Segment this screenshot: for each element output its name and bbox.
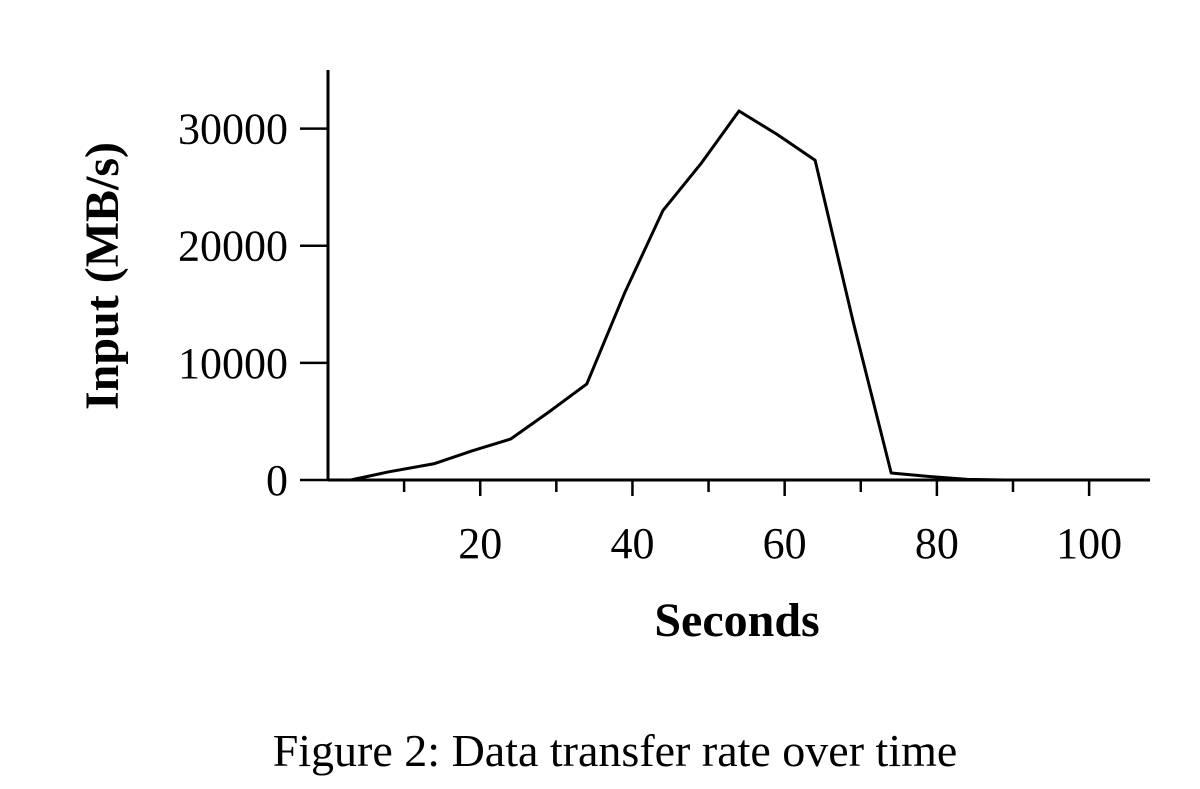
figure-caption: Figure 2: Data transfer rate over time [273, 725, 958, 776]
y-tick-label: 30000 [178, 105, 288, 154]
y-tick-label: 0 [266, 456, 288, 505]
y-tick-label: 20000 [178, 222, 288, 271]
x-tick-label: 80 [915, 519, 959, 568]
series-line [350, 109, 1150, 482]
y-tick-label: 10000 [178, 339, 288, 388]
x-tick-label: 40 [610, 519, 654, 568]
series-layer [350, 109, 1150, 482]
x-axis-title: Seconds [654, 594, 819, 647]
y-axis-title: Input (MB/s) [76, 142, 129, 410]
y-ticks: 0 10000 20000 30000 [178, 105, 328, 505]
x-tick-label: 20 [458, 519, 502, 568]
axes [326, 70, 1150, 482]
x-tick-label: 100 [1056, 519, 1122, 568]
x-ticks: 20 40 60 80 100 [402, 480, 1122, 568]
x-tick-label: 60 [763, 519, 807, 568]
